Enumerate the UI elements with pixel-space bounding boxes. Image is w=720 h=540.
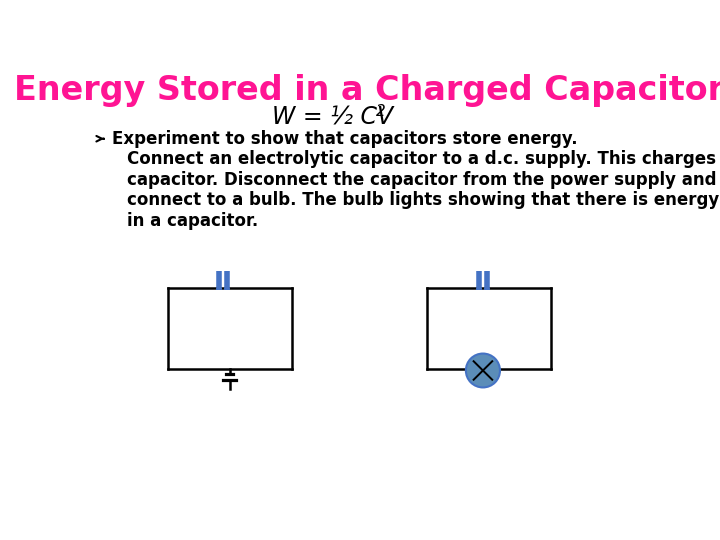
Text: in a capacitor.: in a capacitor. <box>127 212 258 230</box>
Text: Energy Stored in a Charged Capacitor: Energy Stored in a Charged Capacitor <box>14 74 720 107</box>
Text: W = ½ CV: W = ½ CV <box>272 105 401 129</box>
Text: 2: 2 <box>376 104 385 119</box>
Text: connect to a bulb. The bulb lights showing that there is energy stored: connect to a bulb. The bulb lights showi… <box>127 191 720 210</box>
Text: Experiment to show that capacitors store energy.: Experiment to show that capacitors store… <box>112 130 577 148</box>
Text: Connect an electrolytic capacitor to a d.c. supply. This charges the: Connect an electrolytic capacitor to a d… <box>127 150 720 168</box>
Ellipse shape <box>466 354 500 387</box>
Text: capacitor. Disconnect the capacitor from the power supply and: capacitor. Disconnect the capacitor from… <box>127 171 716 188</box>
